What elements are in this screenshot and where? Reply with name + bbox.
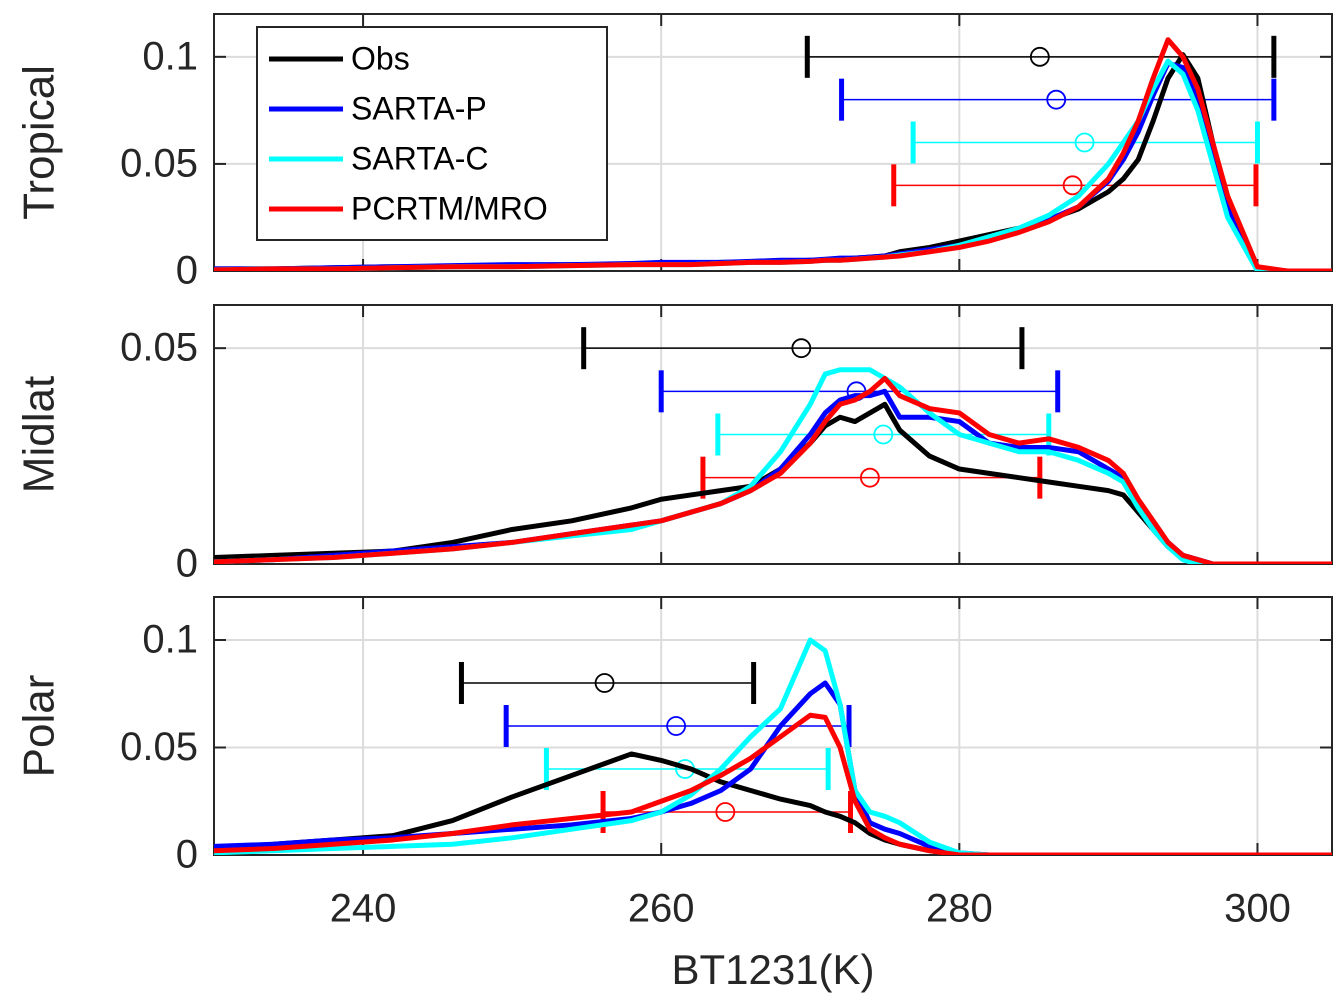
series-line <box>214 712 1332 855</box>
mean-marker <box>1074 132 1095 153</box>
x-axis-label: BT1231(K) <box>671 946 874 993</box>
x-tick-label: 240 <box>330 887 397 931</box>
mean-marker <box>859 467 880 488</box>
y-axis-label: Polar <box>15 675 64 778</box>
x-tick-label: 260 <box>628 887 695 931</box>
y-tick-label: 0.1 <box>142 618 198 662</box>
y-tick-label: 0 <box>176 833 198 877</box>
y-tick-label: 0 <box>176 542 198 586</box>
mean-marker <box>1062 175 1083 196</box>
y-tick-label: 0.1 <box>142 34 198 78</box>
legend-label: SARTA-C <box>351 140 489 176</box>
series-line <box>214 37 1332 271</box>
legend-label: Obs <box>351 40 410 76</box>
mean-marker <box>594 673 615 693</box>
mean-marker <box>1029 46 1050 67</box>
axes-frame <box>213 304 1333 565</box>
y-tick-label: 0.05 <box>120 725 198 769</box>
plot-area <box>214 37 1332 271</box>
legend-label: PCRTM/MRO <box>351 190 548 226</box>
y-tick-label: 0.05 <box>120 326 198 370</box>
y-axis-label: Midlat <box>15 376 64 493</box>
mean-marker <box>666 716 687 736</box>
panel: 0 0.05 0.1 Tropical Obs SARTA-P SARTA-C PCRTM/M… <box>15 13 1333 293</box>
legend-label: SARTA-P <box>351 90 487 126</box>
axes-frame <box>213 13 1333 272</box>
mean-marker <box>1046 89 1067 110</box>
mean-marker <box>873 424 894 445</box>
series-line <box>214 637 1332 855</box>
mean-marker <box>791 338 812 359</box>
series-line <box>214 680 1332 855</box>
y-tick-label: 0 <box>176 249 198 293</box>
series-line <box>214 375 1332 564</box>
mean-marker <box>715 802 736 822</box>
plot-area <box>214 637 1332 855</box>
legend-box <box>256 26 608 241</box>
x-tick-label: 300 <box>1224 887 1291 931</box>
y-axis-label: Tropical <box>15 65 64 220</box>
axes-frame <box>213 596 1333 856</box>
panel: 0 0.05 Midlat <box>15 304 1333 586</box>
x-tick-label: 280 <box>926 887 993 931</box>
plot-area <box>214 367 1332 564</box>
y-tick-label: 0.05 <box>120 141 198 185</box>
